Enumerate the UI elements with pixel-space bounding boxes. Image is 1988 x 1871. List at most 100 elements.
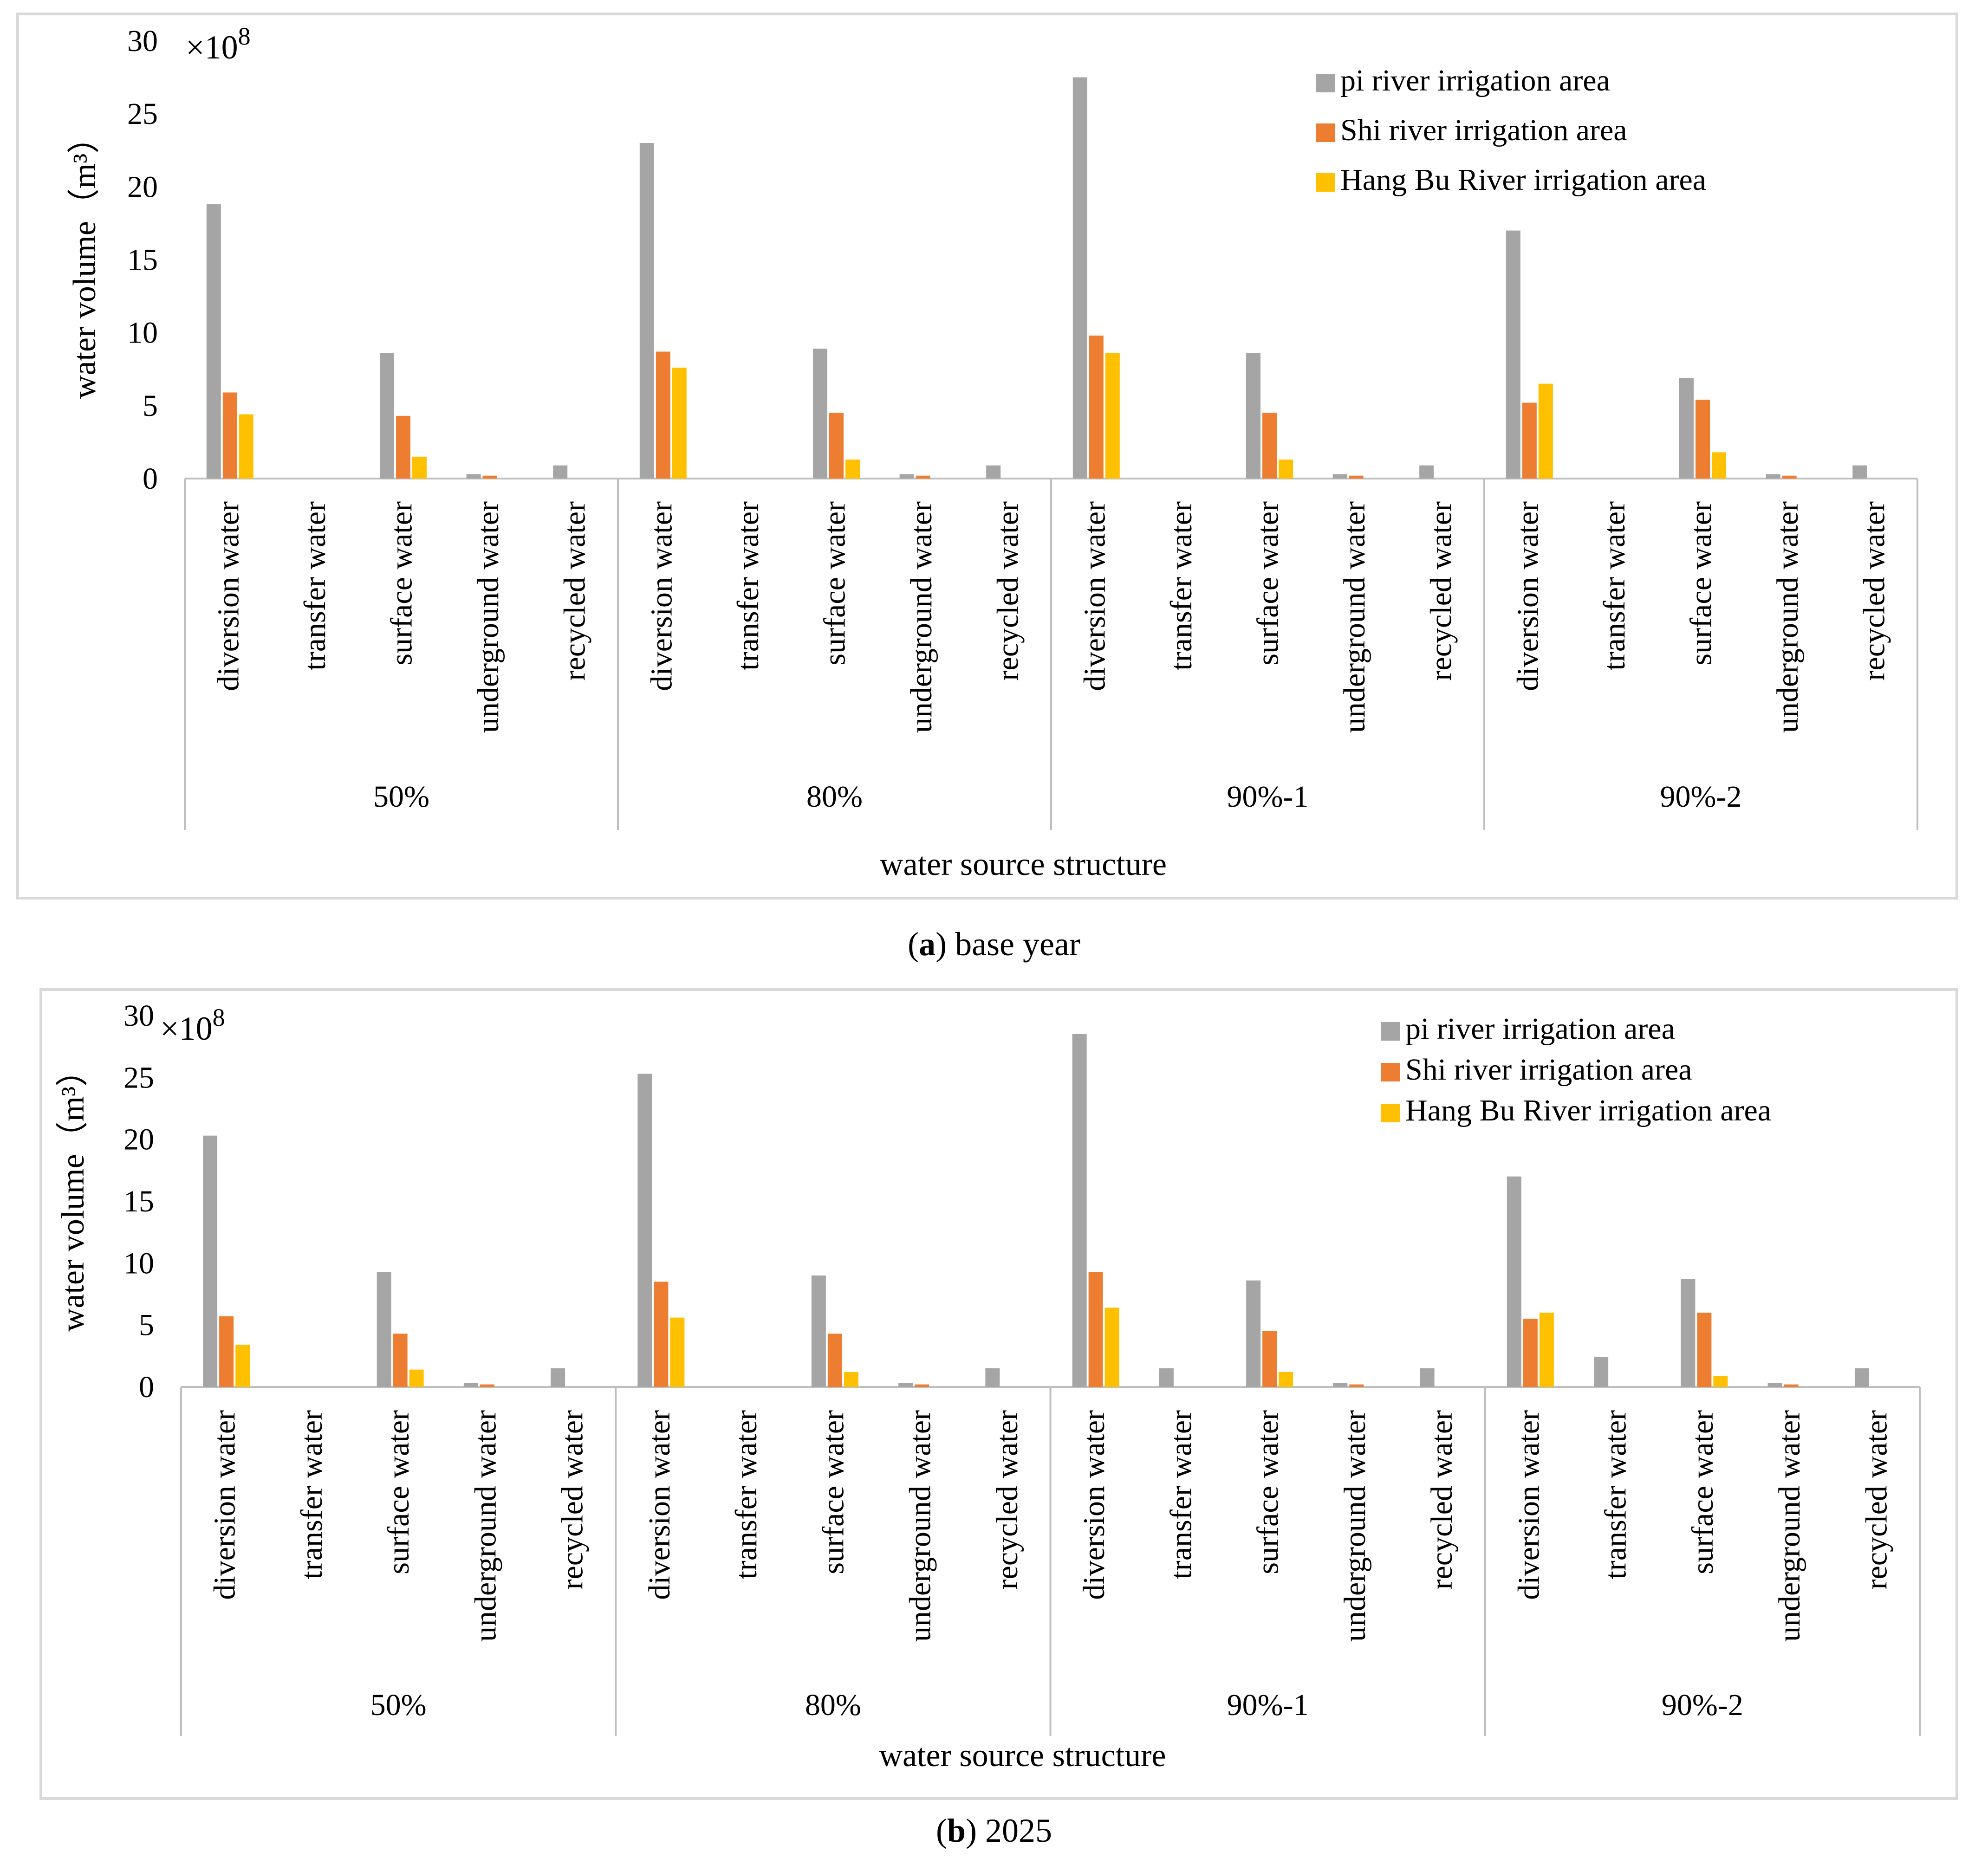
category-label: transfer water — [295, 1410, 329, 1580]
x-axis-label: water source structure — [880, 847, 1167, 882]
bar-hang-bu-river-irrigation-area — [1712, 452, 1726, 479]
bar-pi-river-irrigation-area — [637, 1074, 652, 1387]
bar-hang-bu-river-irrigation-area — [845, 460, 860, 479]
bar-pi-river-irrigation-area — [1681, 1279, 1696, 1387]
category-label: diversion water — [211, 501, 245, 691]
bar-shi-river-irrigation-area — [1262, 413, 1277, 479]
bar-shi-river-irrigation-area — [1089, 335, 1104, 479]
category-label: transfer water — [1164, 501, 1198, 671]
legend-swatch — [1316, 173, 1335, 192]
bar-pi-river-irrigation-area — [899, 474, 914, 479]
chart-panel-a: 0 5 10 15 20 25 30 ×108 water volume（m³） diversio… — [16, 13, 1958, 963]
bar-shi-river-irrigation-area — [916, 475, 930, 479]
bar-shi-river-irrigation-area — [480, 1384, 494, 1387]
bar-shi-river-irrigation-area — [654, 1282, 669, 1387]
category-label: recycled water — [558, 501, 592, 681]
bar-pi-river-irrigation-area — [1420, 1368, 1435, 1387]
bar-pi-river-irrigation-area — [1852, 465, 1867, 479]
bar-shi-river-irrigation-area — [1784, 1384, 1799, 1387]
category-label: recycled water — [991, 501, 1025, 681]
bar-pi-river-irrigation-area — [1766, 474, 1780, 479]
multiplier-exponent: 8 — [238, 22, 251, 50]
bar-hang-bu-river-irrigation-area — [239, 414, 253, 479]
category-label: surface water — [1251, 501, 1285, 666]
bar-pi-river-irrigation-area — [1419, 465, 1434, 479]
multiplier-base: ×10 — [160, 1010, 213, 1047]
category-label: underground water — [1338, 501, 1371, 733]
multiplier-base: ×10 — [186, 29, 238, 66]
bar-pi-river-irrigation-area — [463, 1383, 478, 1387]
category-label: underground water — [471, 501, 505, 733]
bar-pi-river-irrigation-area — [639, 143, 654, 479]
y-tick-label: 5 — [139, 1308, 154, 1342]
category-label: transfer water — [1598, 501, 1631, 671]
bar-hang-bu-river-irrigation-area — [235, 1345, 250, 1387]
bar-shi-river-irrigation-area — [1522, 402, 1537, 479]
bar-pi-river-irrigation-area — [813, 349, 827, 479]
category-label: diversion water — [644, 501, 678, 691]
bar-shi-river-irrigation-area — [827, 1334, 842, 1387]
bar-pi-river-irrigation-area — [380, 353, 394, 479]
bar-hang-bu-river-irrigation-area — [1279, 1372, 1293, 1387]
category-label: underground water — [904, 501, 938, 733]
bar-pi-river-irrigation-area — [1679, 378, 1694, 479]
bar-shi-river-irrigation-area — [656, 351, 670, 479]
y-tick-label: 5 — [143, 389, 158, 423]
bar-pi-river-irrigation-area — [985, 1368, 1000, 1387]
bar-pi-river-irrigation-area — [1507, 1176, 1521, 1387]
group-label: 80% — [805, 1688, 861, 1722]
bar-pi-river-irrigation-area — [1159, 1368, 1174, 1387]
category-label: underground water — [1338, 1410, 1372, 1642]
caption-close: ) — [936, 926, 947, 963]
group-label: 90%-2 — [1662, 1688, 1743, 1722]
category-label: underground water — [468, 1410, 502, 1642]
category-label: underground water — [903, 1410, 937, 1642]
category-label: surface water — [818, 501, 852, 666]
legend-label: Shi river irrigation area — [1340, 113, 1627, 147]
legend-label: Shi river irrigation area — [1405, 1053, 1692, 1087]
bar-pi-river-irrigation-area — [1854, 1368, 1869, 1387]
group-label: 50% — [370, 1688, 427, 1722]
y-tick-label: 30 — [123, 999, 154, 1033]
legend-swatch — [1381, 1104, 1400, 1122]
y-tick-label: 30 — [127, 24, 158, 58]
category-label: recycled water — [1424, 501, 1458, 681]
bar-hang-bu-river-irrigation-area — [1104, 1308, 1119, 1387]
bar-hang-bu-river-irrigation-area — [1713, 1376, 1728, 1387]
legend-swatch — [1381, 1063, 1400, 1081]
bar-hang-bu-river-irrigation-area — [1105, 353, 1120, 479]
y-tick-label: 10 — [127, 316, 158, 350]
multiplier-exponent: 8 — [213, 1003, 225, 1031]
category-label: transfer water — [731, 501, 765, 671]
category-label: diversion water — [1512, 1410, 1546, 1600]
category-label: surface water — [816, 1410, 850, 1574]
chart-frame — [16, 13, 1958, 900]
category-label: surface water — [382, 1410, 416, 1574]
bar-pi-river-irrigation-area — [206, 204, 221, 479]
y-axis-label: water volume（m³） — [55, 1054, 91, 1332]
legend-label: pi river irrigation area — [1405, 1012, 1675, 1046]
bar-pi-river-irrigation-area — [986, 465, 1001, 479]
y-axis-multiplier: ×108 — [186, 22, 251, 66]
y-tick-label: 0 — [139, 1370, 154, 1404]
bar-shi-river-irrigation-area — [829, 413, 844, 479]
bar-pi-river-irrigation-area — [1506, 230, 1520, 479]
y-tick-label: 0 — [143, 462, 158, 496]
category-label: diversion water — [643, 1410, 676, 1600]
bar-shi-river-irrigation-area — [1262, 1331, 1277, 1387]
caption-text: 2025 — [977, 1812, 1052, 1849]
bar-pi-river-irrigation-area — [811, 1275, 826, 1387]
group-label: 90%-1 — [1227, 1688, 1309, 1722]
bar-pi-river-irrigation-area — [1767, 1383, 1782, 1387]
bar-shi-river-irrigation-area — [222, 392, 237, 479]
y-tick-label: 10 — [123, 1246, 154, 1280]
bar-shi-river-irrigation-area — [1782, 475, 1797, 479]
x-axis-label: water source structure — [879, 1738, 1166, 1774]
category-label: surface water — [385, 501, 419, 666]
category-label: underground water — [1773, 1410, 1806, 1642]
y-axis-multiplier: ×108 — [160, 1003, 225, 1047]
caption-letter: a — [919, 926, 936, 963]
panel-caption: (b) 2025 — [936, 1812, 1052, 1849]
bar-pi-river-irrigation-area — [203, 1135, 218, 1387]
